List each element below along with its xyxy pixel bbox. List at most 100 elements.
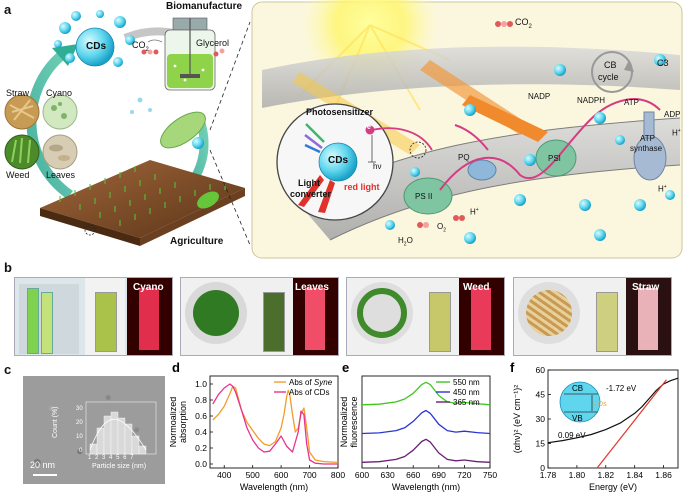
h-plus-label-3: H+	[672, 128, 681, 138]
cds-bubble-main	[75, 27, 115, 67]
xtick-label-d-1: 500	[246, 470, 260, 480]
ytick-label-d-3: 0.6	[195, 411, 207, 421]
legend-label-d-1: Abs of CDs	[289, 388, 329, 397]
source-leaves-label: Leaves	[46, 170, 76, 180]
electron-path	[439, 98, 661, 191]
xtick-label-d-4: 800	[331, 470, 345, 480]
thylakoid-membrane	[300, 118, 680, 240]
cb-cycle-label-2: cycle	[598, 72, 619, 82]
legend-label-e-2: 365 nm	[453, 398, 480, 407]
ytick-label-d-2: 0.4	[195, 427, 207, 437]
legend-label-e-1: 450 nm	[453, 388, 480, 397]
xtick-label-f-1: 1.80	[569, 470, 586, 480]
biomanufacture-label: Biomanufacture	[166, 1, 243, 12]
cyano-circle	[42, 94, 78, 130]
bandgap-value-label: -1.72 eV	[606, 384, 637, 393]
tile-straw: Straw	[513, 277, 672, 356]
chart-e: e 600 630 660 690 720 750 Wavelength (nm) Normoa…	[340, 360, 497, 492]
source-cyano-label: Cyano	[46, 88, 73, 98]
series-line-d-1	[212, 383, 338, 465]
red-light-arrows	[298, 175, 324, 207]
source-straw-label: Straw	[6, 88, 30, 98]
h-plus-label-1: H+	[470, 207, 479, 217]
panel-a-illustration	[4, 0, 683, 259]
ytick-label-f-1: 15	[536, 439, 546, 449]
atp-synthase-label-2: synthase	[630, 144, 663, 153]
tile-label-straw: Straw	[632, 282, 660, 293]
series-line-e-1	[361, 409, 491, 435]
hist-xlabel: Particle size (nm)	[92, 463, 147, 470]
light-converter-label-1: Light	[298, 178, 320, 188]
co2-left-label: CO2	[132, 40, 149, 53]
ytick-label-d-5: 1.0	[195, 379, 207, 389]
h2o-label: H2O	[398, 236, 413, 248]
tile-leaves: Leaves	[180, 277, 339, 356]
tem-image: 20 nm	[23, 376, 165, 484]
inset-cds-label: CDs	[328, 155, 349, 166]
xlabel-f: Energy (eV)	[589, 482, 637, 492]
o2-label: O2	[437, 222, 447, 234]
ytick-label-f-4: 60	[536, 365, 546, 375]
tile-weed: Weed	[346, 277, 505, 356]
offset-value-label: 0.09 eV	[558, 431, 586, 440]
xtick-label-e-1: 630	[381, 470, 395, 480]
red-light-label: red light	[344, 182, 380, 192]
electron-dot	[365, 125, 375, 135]
ylabel-f: (αhν)² (eV cm⁻¹)²	[512, 385, 522, 453]
hist-ytick-2: 20	[76, 420, 83, 426]
cb-cycle-label-1: CB	[604, 60, 617, 70]
cb-cycle	[591, 51, 633, 93]
glycerol-label: Glycerol	[196, 38, 230, 48]
hist-xticks: 1 2 3 4 5 6 7	[88, 455, 134, 461]
xtick-label-f-4: 1.86	[655, 470, 672, 480]
xtick-label-d-3: 700	[302, 470, 316, 480]
xtick-label-f-0: 1.78	[540, 470, 557, 480]
legend-label-d-0: Abs of Syne	[289, 378, 333, 387]
photosensitizer-label: Photosensitizer	[306, 107, 374, 117]
vb-label: VB	[572, 414, 583, 423]
series-line-f-1	[596, 379, 667, 469]
tile-label-cyano: Cyano	[133, 282, 164, 293]
xtick-label-e-2: 660	[406, 470, 420, 480]
agriculture-label: Agriculture	[170, 236, 224, 247]
hist-ylabel: Count (%)	[52, 406, 59, 438]
straw-vial	[596, 292, 618, 352]
xtick-label-e-5: 750	[483, 470, 497, 480]
xtick-label-d-0: 400	[217, 470, 231, 480]
source-weed-label: Weed	[6, 170, 30, 180]
chart-f: f 1.78 1.80 1.82 1.84 1.86 0 15 30 45 60 Energy (eV…	[510, 360, 679, 492]
nadp-label: NADP	[528, 92, 551, 101]
series-line-e-0	[361, 381, 491, 406]
farmland	[40, 160, 245, 238]
plot-frame-e	[361, 375, 491, 469]
cb-label: CB	[572, 384, 583, 393]
panel-e-label: e	[342, 360, 349, 375]
panel-f-label: f	[510, 360, 515, 375]
panel-a-label: a	[4, 2, 12, 17]
psi-label: PSI	[548, 154, 561, 163]
cyano-vial	[95, 292, 117, 352]
cds-label: CDs	[86, 41, 107, 52]
panel-c-label: c	[4, 362, 12, 377]
hist-ytick-1: 10	[76, 434, 83, 440]
bioreactor	[164, 17, 216, 91]
series-line-e-2	[361, 438, 491, 463]
weed-vial	[429, 292, 451, 352]
size-histogram	[85, 401, 157, 455]
ytick-label-d-1: 0.2	[195, 443, 207, 453]
electron-label: e	[367, 124, 371, 131]
h-plus-label-2: H+	[658, 184, 667, 194]
co2-right-label: CO2	[515, 17, 532, 30]
panel-b-label: b	[4, 260, 12, 275]
leaves-vial	[263, 292, 285, 352]
xtick-label-e-0: 600	[355, 470, 369, 480]
chart-d: d 400 500 600 700 800 0.0 0.2 0.4 0.6 0.8 1.0 Wavele…	[170, 360, 345, 492]
adp-label: ADP	[664, 110, 681, 119]
psii-complex	[403, 177, 453, 215]
cyano-cell	[160, 111, 206, 149]
ytick-label-f-3: 45	[536, 390, 546, 400]
legend-label-e-0: 550 nm	[453, 378, 480, 387]
ytick-label-f-2: 30	[536, 414, 546, 424]
panel-d-label: d	[172, 360, 180, 375]
xlabel-e: Wavelength (nm)	[392, 482, 460, 492]
